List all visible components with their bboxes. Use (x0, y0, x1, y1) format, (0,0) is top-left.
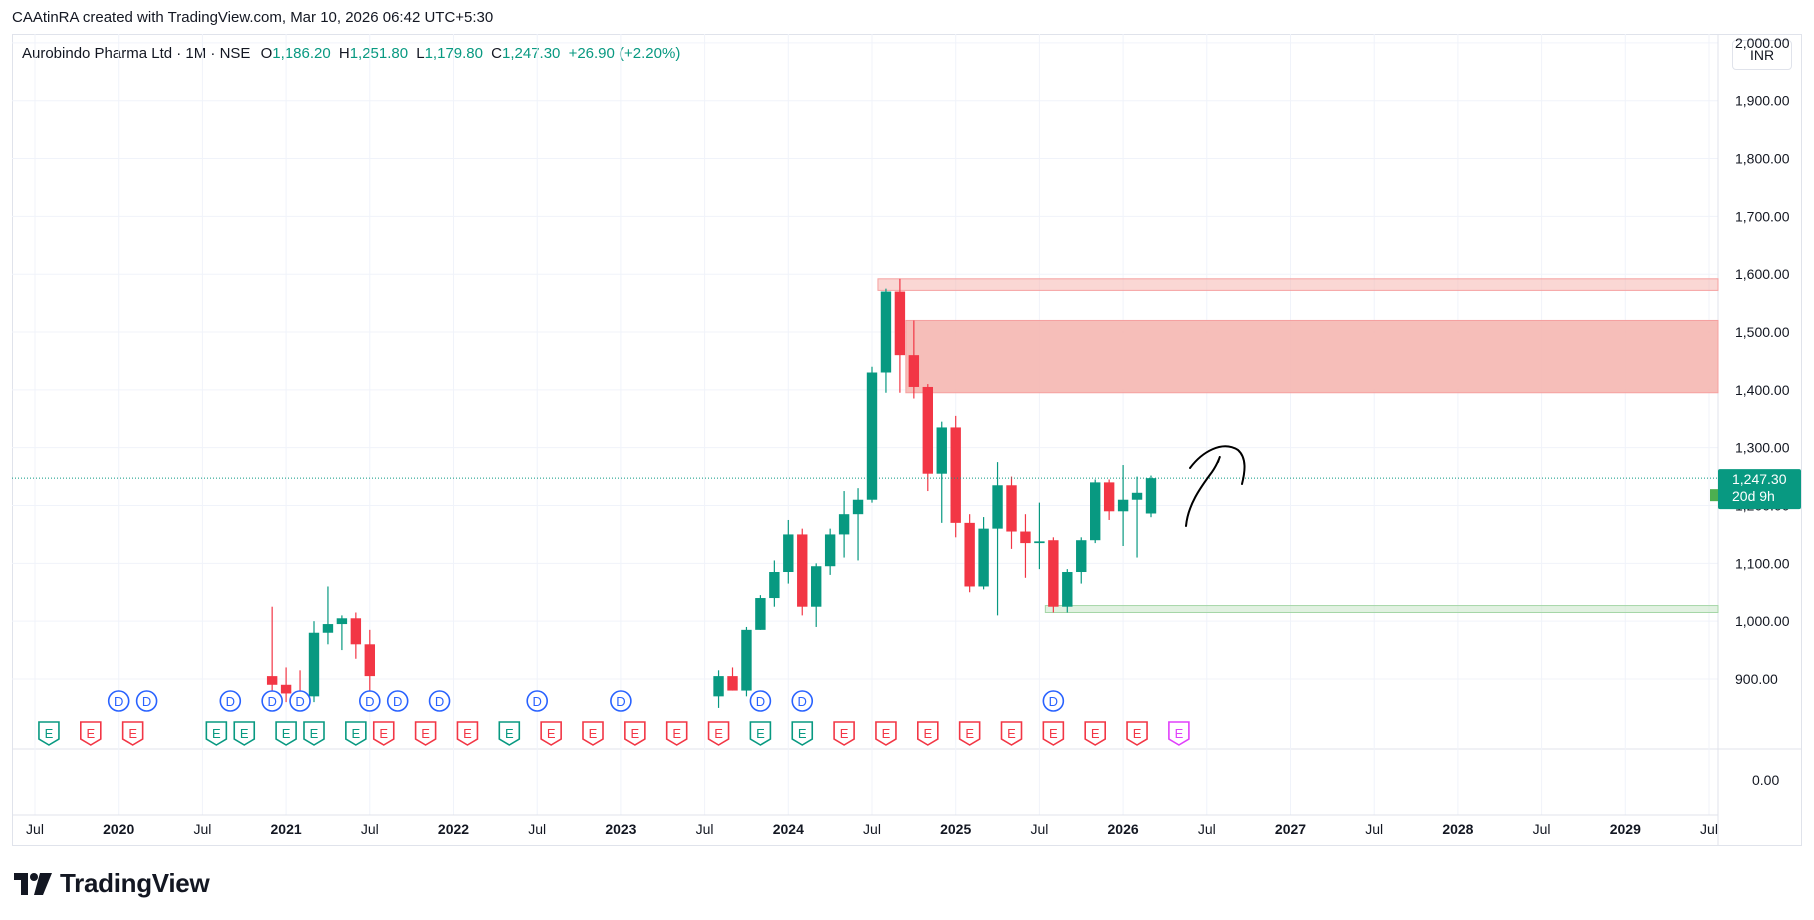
chart-attribution: CAAtinRA created with TradingView.com, M… (12, 9, 494, 26)
high-value: 1,251.80 (349, 45, 409, 62)
low-label: L (416, 45, 425, 62)
chart-frame (12, 34, 1802, 846)
high-label: H (338, 45, 350, 62)
tradingview-logo-icon (14, 872, 52, 895)
currency-button[interactable]: INR (1732, 40, 1792, 70)
open-value: 1,186.20 (272, 45, 331, 62)
symbol-legend: Aurobindo Pharma Ltd · 1M · NSE O1,186.2… (22, 45, 680, 62)
symbol-title[interactable]: Aurobindo Pharma Ltd · 1M · NSE (22, 45, 251, 62)
close-label: C (491, 45, 502, 62)
open-label: O (260, 45, 273, 62)
tradingview-branding: TradingView (14, 868, 210, 899)
tradingview-wordmark: TradingView (60, 868, 210, 898)
low-value: 1,179.80 (424, 45, 483, 62)
change-value: +26.90 (+2.20%) (568, 45, 681, 62)
close-value: 1,247.30 (502, 45, 561, 62)
